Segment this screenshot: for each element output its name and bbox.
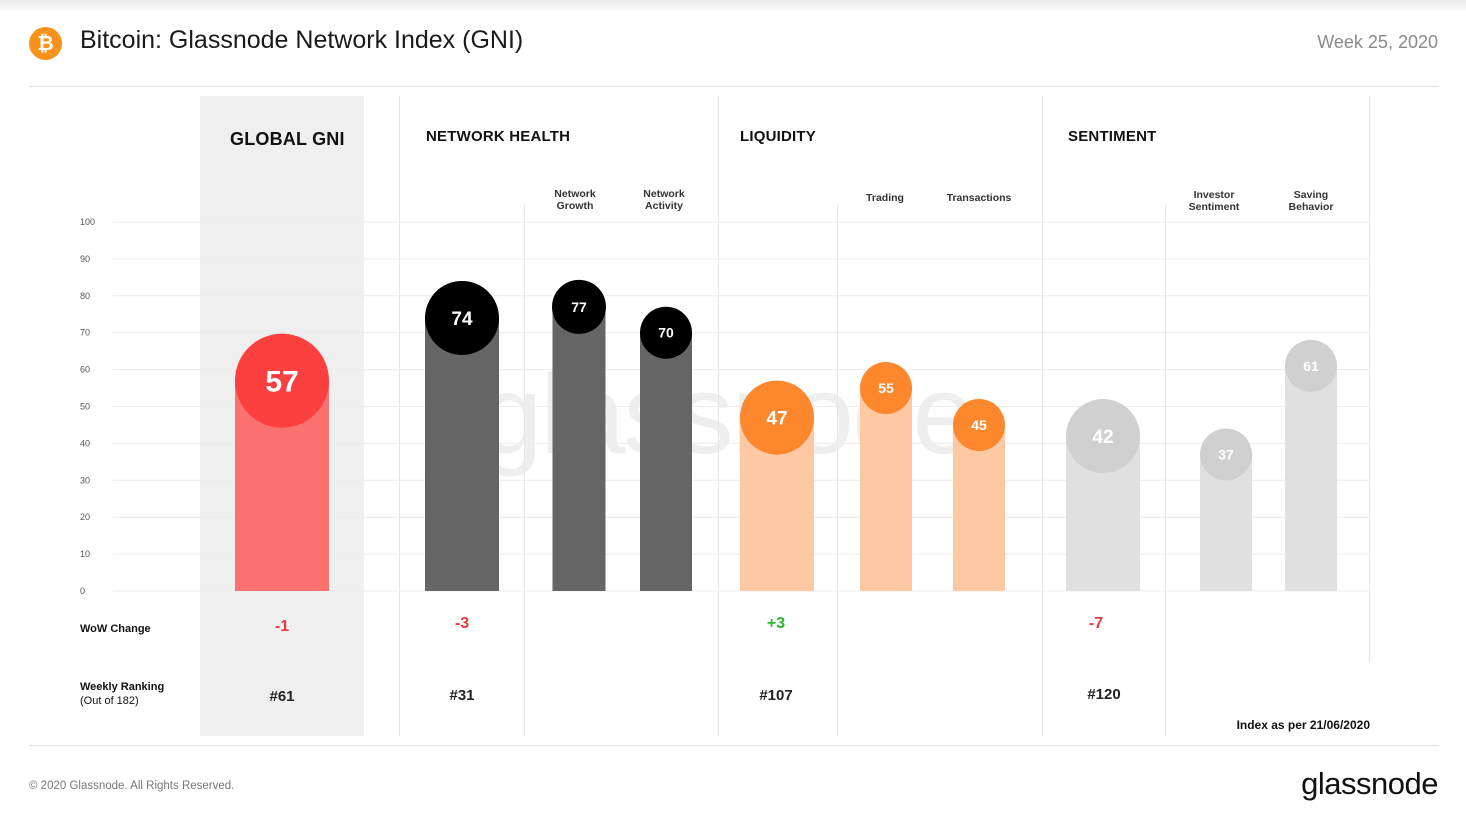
bar-saving-behavior [1285,365,1337,591]
bar-network-activity [640,332,692,591]
bubble-global-gni [235,333,329,428]
value-label-trading: 55 [878,380,894,396]
divider-sentiment-sub [1165,205,1166,736]
y-tick-label-10: 10 [80,549,90,559]
wow-change-label: WoW Change [80,623,151,635]
value-label-saving-behavior: 61 [1303,358,1319,374]
sub-label-network-activity: Network Activity [643,188,685,212]
bubble-transactions [953,398,1005,451]
bar-trading [860,388,912,591]
y-tick-label-50: 50 [80,402,90,412]
sub-label-investor-sentiment: Investor Sentiment [1188,189,1240,213]
rank-global: #61 [269,688,295,705]
y-tick-label-30: 30 [80,475,90,485]
top-shade [0,0,1466,14]
bar-network-growth [552,306,606,591]
glassnode-logo: glassnode [1301,766,1438,801]
sub-label-network-growth: Network Growth [554,188,596,212]
value-label-network-health: 74 [451,309,473,330]
value-label-network-growth: 77 [571,299,587,315]
y-tick-label-100: 100 [80,217,95,227]
wow-network-health: -3 [454,615,470,632]
index-date-note: Index as per 21/06/2020 [1236,718,1370,732]
divider-network-health [399,96,400,736]
rank-liquidity: #107 [759,687,793,704]
value-label-liquidity: 47 [766,408,787,429]
y-tick-label-90: 90 [80,254,90,264]
rank-sentiment: #120 [1087,686,1121,703]
sub-label-saving-behavior: Saving Behavior [1288,189,1334,213]
bar-transactions [953,424,1005,591]
y-tick-label-80: 80 [80,291,90,301]
bubble-saving-behavior [1285,339,1337,392]
value-label-transactions: 45 [971,417,987,433]
bubble-investor-sentiment [1200,428,1252,481]
bitcoin-logo-icon: ₿ [29,27,62,60]
bar-network-health [425,317,499,591]
rank-network-health: #31 [449,687,475,704]
copyright: © 2020 Glassnode. All Rights Reserved. [29,780,235,792]
week-label: Week 25, 2020 [1317,32,1438,52]
section-title-global: GLOBAL GNI [230,129,345,149]
y-tick-label-20: 20 [80,512,90,522]
bubble-trading [860,362,912,415]
divider-liquidity [718,96,719,736]
value-label-investor-sentiment: 37 [1218,447,1234,463]
divider-network-sub [524,205,525,736]
bubble-network-activity [640,306,692,359]
bubble-network-health [425,280,499,355]
bubble-network-growth [552,279,606,334]
section-title-network-health: NETWORK HEALTH [426,128,571,145]
y-tick-label-60: 60 [80,365,90,375]
page-title: Bitcoin: Glassnode Network Index (GNI) [80,26,524,54]
bubble-liquidity [740,380,814,455]
wow-liquidity: +3 [766,615,786,632]
ranking-sub-label: (Out of 182) [80,695,139,707]
header-divider [29,86,1439,87]
value-label-network-activity: 70 [658,325,674,341]
wow-global: -1 [274,618,290,635]
divider-sentiment [1042,96,1043,736]
divider-right [1369,96,1370,663]
value-label-global-gni: 57 [265,365,298,398]
sub-label-transactions: Transactions [946,192,1012,204]
divider-liquidity-sub [837,205,838,736]
sub-label-trading: Trading [866,192,904,204]
y-tick-label-40: 40 [80,438,90,448]
y-tick-label-70: 70 [80,328,90,338]
section-title-sentiment: SENTIMENT [1068,128,1157,145]
wow-sentiment: -7 [1088,615,1104,632]
bubble-sentiment [1066,399,1140,474]
footer-divider [29,745,1439,746]
section-title-liquidity: LIQUIDITY [740,128,816,145]
weekly-ranking-label: Weekly Ranking (Out of 182) [80,681,165,707]
value-label-sentiment: 42 [1092,427,1113,448]
y-tick-label-0: 0 [80,586,85,596]
